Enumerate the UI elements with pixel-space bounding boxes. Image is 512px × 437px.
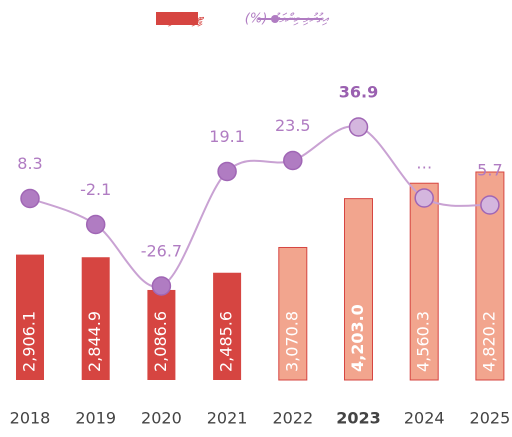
bar-value-label: 3,070.8 [282,311,301,372]
legend: ޓީޖީއެސްޓީ އިތުރުވި މިންވަރު (%) [156,12,329,27]
bar [81,257,110,380]
bar [278,246,308,381]
growth-marker [151,276,172,296]
x-tick-label: 2022 [272,409,313,428]
x-tick-label: 2024 [404,409,445,428]
growth-marker [414,188,434,208]
x-tick-label: 2018 [10,409,51,428]
growth-value-label: 36.9 [339,83,378,102]
growth-value-label: -2.1 [80,180,111,199]
growth-value-label: 8.3 [17,154,42,173]
bar-value-label: 2,086.6 [151,311,170,372]
growth-marker [20,188,40,209]
x-tick-label: 2023 [336,409,381,428]
growth-value-label: 23.5 [275,116,311,135]
bar-value-label: 2,844.9 [85,311,104,372]
bar [344,198,373,381]
growth-marker [217,161,237,182]
bar-value-label: 4,820.2 [479,311,498,372]
legend-label-line: އިތުރުވި މިންވަރު (%) [245,12,330,27]
x-tick-label: 2021 [207,409,248,428]
growth-marker [480,195,500,215]
bar-value-label: 2,906.1 [20,311,39,372]
growth-value-label: … [416,154,432,173]
bar [16,254,44,380]
growth-line [29,125,491,288]
x-tick-label: 2020 [141,409,182,428]
growth-value-label: 5.7 [477,161,502,180]
legend-marker [271,15,279,23]
growth-marker [348,117,369,137]
bar [409,182,439,381]
growth-value-label: 19.1 [209,127,245,146]
bar-value-label: 4,560.3 [414,311,433,372]
growth-marker [85,214,106,235]
x-tick-label: 2025 [470,409,511,428]
x-tick-label: 2019 [75,409,116,428]
legend-swatch-bar [156,12,198,25]
bar [147,289,176,380]
bar [213,272,242,380]
growth-marker [283,150,303,171]
bar-value-label: 4,203.0 [348,304,367,372]
bar-value-label: 2,485.6 [217,311,236,372]
legend-label-bar: ޓީޖީއެސްޓީ [166,12,204,27]
growth-value-label: -26.7 [141,242,182,261]
